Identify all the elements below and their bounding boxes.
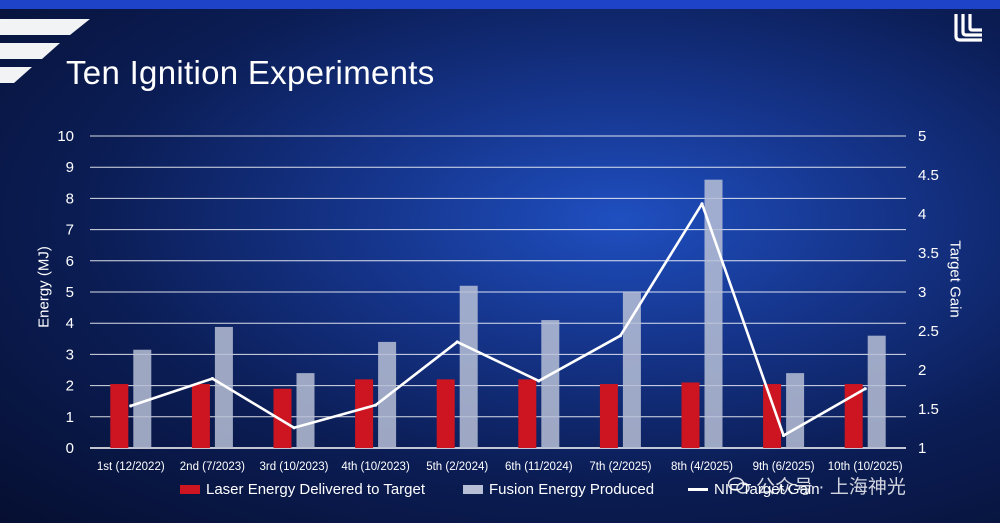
watermark: 公众号 · 上海神光: [728, 472, 906, 499]
x-tick-label: 7th (2/2025): [589, 461, 651, 473]
x-tick-label: 8th (4/2025): [671, 461, 733, 473]
y2-axis-label: Target Gain: [946, 240, 964, 318]
x-tick-label: 5th (2/2024): [426, 461, 488, 473]
legend-swatch-fusion: [463, 485, 483, 494]
legend-label-gain: NIF Target Gain: [714, 481, 820, 498]
bar-laser-energy: [844, 384, 863, 448]
y-tick-label: 8: [66, 190, 74, 207]
page-title: Ten Ignition Experiments: [66, 54, 435, 91]
legend-item-fusion: Fusion Energy Produced: [463, 481, 654, 498]
y-tick-label: 6: [66, 253, 74, 270]
decorative-stripes: [0, 19, 90, 83]
bar-laser-energy: [518, 379, 537, 448]
y2-tick-label: 4: [918, 206, 926, 223]
y2-tick-label: 4.5: [918, 167, 939, 184]
x-tick-label: 1st (12/2022): [97, 461, 165, 473]
bar-fusion-energy: [133, 349, 152, 448]
bar-laser-energy: [681, 382, 700, 448]
x-tick-label: 3rd (10/2023): [259, 461, 328, 473]
bar-fusion-energy: [214, 326, 233, 448]
bar-laser-energy: [355, 379, 374, 448]
x-tick-label: 9th (6/2025): [753, 461, 815, 473]
line-target-gain: [130, 202, 866, 437]
point-target-gain: [700, 202, 704, 206]
y2-tick-label: 5: [918, 128, 926, 145]
legend-swatch-laser: [180, 485, 200, 494]
y2-tick-label: 3: [918, 284, 926, 301]
bar-laser-energy: [191, 384, 210, 448]
bar-fusion-energy: [541, 320, 560, 448]
point-target-gain: [537, 379, 541, 383]
y-tick-label: 0: [66, 440, 74, 457]
bar-fusion-energy: [459, 285, 478, 448]
y-tick-label: 2: [66, 378, 74, 395]
point-target-gain: [292, 426, 296, 430]
bar-laser-energy: [110, 384, 129, 448]
legend-item-gain: NIF Target Gain: [688, 481, 820, 498]
legend-label-laser: Laser Energy Delivered to Target: [206, 481, 426, 498]
bar-fusion-energy: [296, 373, 315, 448]
x-tick-label: 2nd (7/2023): [180, 461, 245, 473]
point-target-gain: [455, 340, 459, 344]
point-target-gain: [618, 334, 623, 338]
y-tick-label: 4: [66, 315, 74, 332]
point-target-gain: [782, 433, 786, 438]
point-target-gain: [863, 387, 867, 391]
legend-item-laser: Laser Energy Delivered to Target: [180, 481, 425, 498]
y-tick-label: 10: [57, 128, 74, 145]
x-tick-label: 6th (11/2024): [505, 461, 573, 473]
point-target-gain: [129, 404, 133, 408]
bar-fusion-energy: [867, 335, 886, 448]
y-tick-label: 9: [66, 159, 74, 176]
wechat-icon: [728, 476, 750, 494]
bar-laser-energy: [599, 384, 618, 448]
y2-tick-label: 1: [918, 440, 926, 457]
y-tick-label: 1: [66, 409, 74, 426]
y-tick-label: 7: [66, 222, 74, 239]
y2-tick-label: 1.5: [918, 401, 939, 418]
top-accent-bar: [0, 0, 1000, 9]
bar-laser-energy: [273, 388, 292, 448]
y2-tick-label: 2.5: [918, 323, 939, 340]
x-tick-label: 10th (10/2025): [828, 461, 903, 473]
y-axis-label: Energy (MJ): [35, 246, 53, 328]
bar-laser-energy: [763, 384, 782, 448]
point-target-gain: [210, 376, 214, 381]
bar-laser-energy: [436, 379, 455, 448]
llnl-logo-icon: [954, 14, 982, 42]
y-tick-label: 5: [66, 284, 74, 301]
point-target-gain: [374, 403, 378, 407]
watermark-text: 公众号 · 上海神光: [756, 477, 906, 498]
y2-tick-label: 3.5: [918, 245, 939, 262]
y-tick-label: 3: [66, 346, 74, 363]
bar-fusion-energy: [622, 292, 641, 448]
legend-label-fusion: Fusion Energy Produced: [489, 481, 655, 498]
y2-tick-label: 2: [918, 362, 926, 379]
x-tick-label: 4th (10/2023): [341, 461, 410, 473]
bar-fusion-energy: [786, 373, 805, 448]
legend-swatch-gain: [688, 488, 708, 491]
